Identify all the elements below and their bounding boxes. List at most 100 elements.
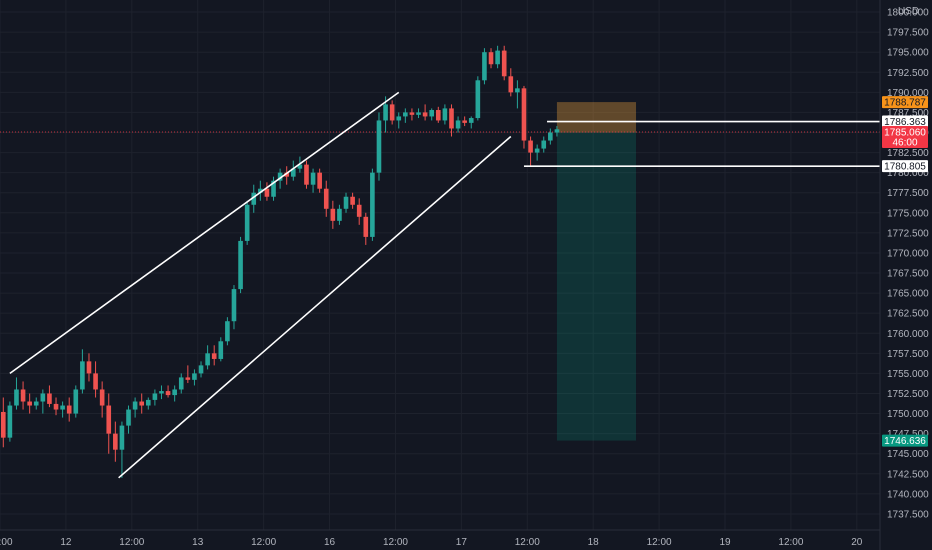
candle-body [541,140,547,149]
candle-body [429,110,435,117]
stop-loss-zone [556,102,637,133]
price-tag: 1780.805 [884,162,926,173]
grid-layer [0,0,880,530]
candle-body [264,188,270,197]
price-tick-label: 1760.000 [887,329,929,340]
candle-body [501,50,507,77]
price-tick-label: 1787.500 [887,108,929,119]
time-tick-label: 19 [719,537,731,548]
price-tick-label: 1755.000 [887,369,929,380]
price-tick-label: 1790.000 [887,88,929,99]
candle-body [310,172,316,185]
candle-body [172,389,177,396]
candle-body [198,365,204,374]
time-tick-label: 12:00 [0,537,13,548]
price-axis[interactable]: USD 1737.5001740.0001742.5001745.0001747… [879,0,929,550]
candle-body [534,148,540,153]
currency-label: USD [898,6,919,17]
candle-body [290,168,296,177]
candle-body [119,425,125,450]
time-tick-label: 13 [192,537,204,548]
candle-body [86,361,92,374]
candle-body [284,172,290,177]
candle-body [0,411,6,438]
candle-body [482,52,487,81]
candle-body [14,389,19,406]
price-tick-label: 1777.500 [887,188,929,199]
candle-body [323,188,329,209]
price-tag: 1746.636 [884,436,926,447]
candle-body [271,180,276,197]
take-profit-zone [556,132,637,441]
candles-layer [0,45,880,478]
candle-body [389,104,395,121]
candle-body [231,289,237,322]
time-axis[interactable]: 12:00 12 12:00 13 12:00 16 12:00 17 12:00 18 12:00… [0,529,880,548]
position-zones[interactable] [556,102,637,441]
drawings-layer[interactable] [9,91,880,479]
candle-body [113,433,118,450]
candle-body [205,353,210,366]
price-tick-label: 1737.500 [887,509,929,520]
price-tick-label: 1767.500 [887,269,929,280]
price-tag-bg [882,96,928,109]
price-tick-label: 1770.000 [887,248,929,259]
candle-body [218,341,224,359]
candle-body [337,208,342,221]
time-tick-label: 17 [456,537,468,548]
candle-body [33,401,39,406]
price-tick-label: 1750.000 [887,409,929,420]
candle-body [277,172,283,181]
price-tag: 1786.363 [884,117,926,128]
candle-body [330,208,336,221]
candle-body [93,373,98,390]
channel-lower-line [118,135,512,479]
channel-upper-line [9,91,400,375]
candle-body [442,108,448,121]
price-tick-label: 1752.500 [887,389,929,400]
time-tick-label: 18 [588,537,600,548]
time-tick-label: 12:00 [778,537,803,548]
price-tags: 1788.7871786.3631784.6771780.8051746.636… [882,96,928,447]
candle-body [73,389,79,414]
current-price-tag-bg [882,126,928,149]
time-tick-label: 12:00 [383,537,408,548]
price-tick-label: 1765.000 [887,289,929,300]
candle-body [139,401,145,406]
time-tick-label: 12:00 [515,537,540,548]
candle-body [27,401,32,406]
price-tick-label: 1782.500 [887,148,929,159]
time-tick-label: 12:00 [251,537,276,548]
candle-body [251,192,257,205]
candle-body [244,204,250,241]
candle-body [40,393,46,402]
price-tick-label: 1792.500 [887,68,929,79]
candle-body [343,196,349,209]
time-tick-label: 12:00 [647,537,672,548]
candle-body [20,389,26,402]
price-tick-label: 1757.500 [887,349,929,360]
candle-body [106,405,112,434]
candle-body [449,108,454,129]
candle-body [455,120,461,129]
price-tick-label: 1740.000 [887,489,929,500]
time-tick-label: 16 [324,537,336,548]
candle-body [80,361,85,390]
candle-body [475,80,481,119]
candle-body [554,129,560,133]
candle-body [356,204,362,217]
price-tick-label: 1797.500 [887,28,929,39]
candle-body [409,112,415,115]
candle-body [258,188,263,193]
current-price-tag: 1785.060 [884,128,926,139]
candle-body [99,389,105,406]
price-tick-label: 1795.000 [887,48,929,59]
candle-body [396,116,402,121]
price-tag: 1788.787 [884,98,926,109]
candle-body [363,216,369,237]
candle-body [403,112,408,117]
candle-body [225,321,230,342]
candle-body [422,112,428,117]
